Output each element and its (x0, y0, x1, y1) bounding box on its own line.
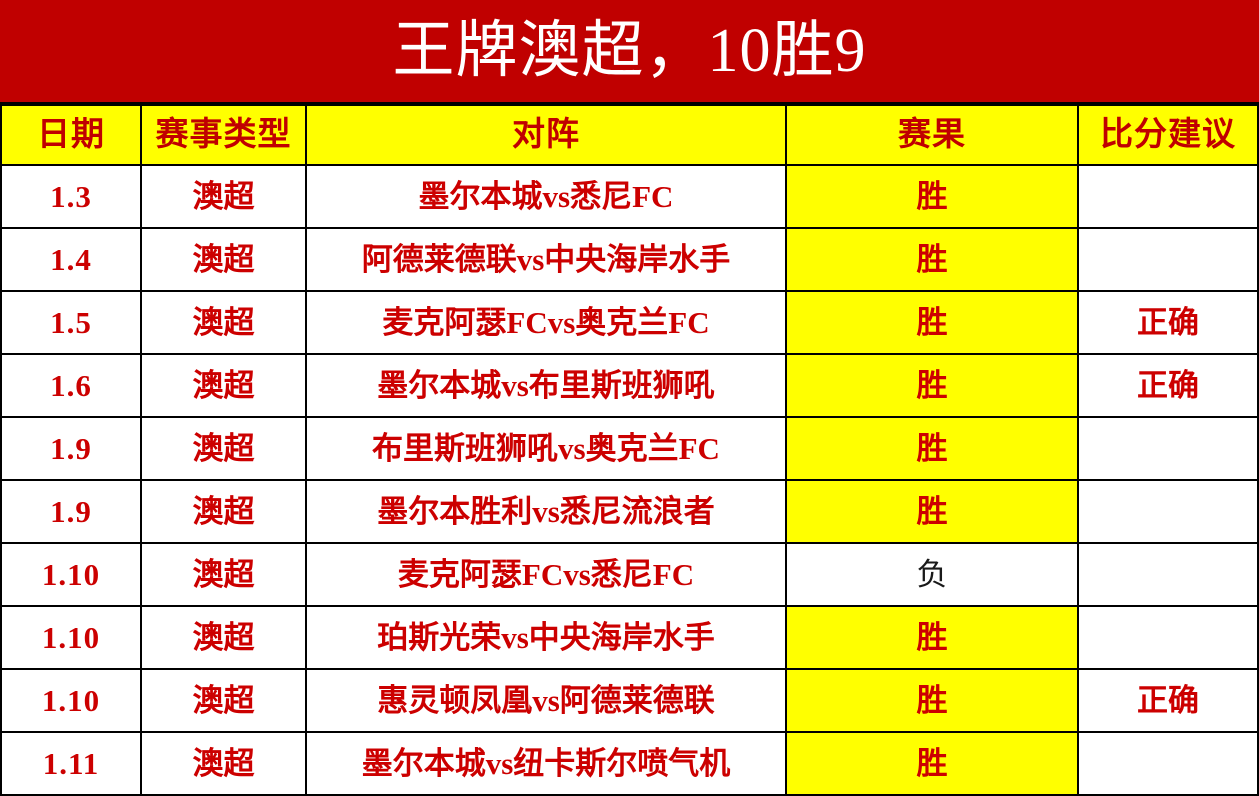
table-row: 1.5 澳超 麦克阿瑟FCvs奥克兰FC 胜正确 (0, 290, 1259, 355)
header-row: 日期 赛事类型 对阵 赛果 比分建议 (0, 104, 1259, 166)
cell-matchup: 珀斯光荣vs中央海岸水手 (305, 605, 787, 670)
cell-result: 胜 (785, 605, 1079, 670)
cell-competition-type: 澳超 (140, 668, 307, 733)
cell-score-advice (1077, 605, 1259, 670)
column-header-date: 日期 (0, 104, 142, 166)
cell-date: 1.10 (0, 605, 142, 670)
table-row: 1.9 澳超 墨尔本胜利vs悉尼流浪者胜 (0, 479, 1259, 544)
cell-date: 1.5 (0, 290, 142, 355)
cell-date: 1.3 (0, 164, 142, 229)
column-header-type: 赛事类型 (140, 104, 307, 166)
cell-score-advice (1077, 416, 1259, 481)
cell-score-advice: 正确 (1077, 353, 1259, 418)
cell-matchup: 墨尔本城vs悉尼FC (305, 164, 787, 229)
cell-competition-type: 澳超 (140, 290, 307, 355)
cell-matchup: 惠灵顿凤凰vs阿德莱德联 (305, 668, 787, 733)
cell-date: 1.9 (0, 479, 142, 544)
cell-date: 1.11 (0, 731, 142, 796)
cell-matchup: 墨尔本胜利vs悉尼流浪者 (305, 479, 787, 544)
title-banner: 王牌澳超，10胜9 (0, 0, 1259, 104)
table-body: 1.3 澳超 墨尔本城vs悉尼FC 胜 1.4 澳超 阿德莱德联vs中央海岸水手胜 1.5 澳超… (0, 164, 1259, 796)
cell-date: 1.10 (0, 668, 142, 733)
cell-result: 负 (785, 542, 1079, 607)
cell-date: 1.10 (0, 542, 142, 607)
cell-score-advice: 正确 (1077, 668, 1259, 733)
cell-result: 胜 (785, 731, 1079, 796)
cell-competition-type: 澳超 (140, 731, 307, 796)
table-row: 1.10 澳超 惠灵顿凤凰vs阿德莱德联胜正确 (0, 668, 1259, 733)
table-row: 1.3 澳超 墨尔本城vs悉尼FC 胜 (0, 164, 1259, 229)
match-results-table: 日期 赛事类型 对阵 赛果 比分建议 1.3 澳超 墨尔本城vs悉尼FC 胜 1.4 澳超… (0, 104, 1259, 796)
cell-date: 1.4 (0, 227, 142, 292)
cell-matchup: 阿德莱德联vs中央海岸水手 (305, 227, 787, 292)
cell-competition-type: 澳超 (140, 227, 307, 292)
cell-result: 胜 (785, 353, 1079, 418)
column-header-match: 对阵 (305, 104, 787, 166)
cell-result: 胜 (785, 416, 1079, 481)
cell-score-advice: 正确 (1077, 290, 1259, 355)
cell-score-advice (1077, 731, 1259, 796)
cell-date: 1.9 (0, 416, 142, 481)
cell-matchup: 麦克阿瑟FCvs奥克兰FC (305, 290, 787, 355)
column-header-result: 赛果 (785, 104, 1079, 166)
table-row: 1.10 澳超 珀斯光荣vs中央海岸水手胜 (0, 605, 1259, 670)
cell-matchup: 墨尔本城vs纽卡斯尔喷气机 (305, 731, 787, 796)
page-title: 王牌澳超，10胜9 (392, 17, 867, 85)
table-row: 1.11 澳超 墨尔本城vs纽卡斯尔喷气机胜 (0, 731, 1259, 796)
cell-competition-type: 澳超 (140, 164, 307, 229)
cell-score-advice (1077, 479, 1259, 544)
cell-competition-type: 澳超 (140, 353, 307, 418)
cell-competition-type: 澳超 (140, 605, 307, 670)
cell-result: 胜 (785, 668, 1079, 733)
cell-result: 胜 (785, 227, 1079, 292)
table-row: 1.10 澳超 麦克阿瑟FCvs悉尼FC 负 (0, 542, 1259, 607)
cell-result: 胜 (785, 164, 1079, 229)
cell-competition-type: 澳超 (140, 542, 307, 607)
table-row: 1.6 澳超 墨尔本城vs布里斯班狮吼胜正确 (0, 353, 1259, 418)
cell-competition-type: 澳超 (140, 479, 307, 544)
cell-score-advice (1077, 164, 1259, 229)
table-header: 日期 赛事类型 对阵 赛果 比分建议 (0, 104, 1259, 166)
table-row: 1.4 澳超 阿德莱德联vs中央海岸水手胜 (0, 227, 1259, 292)
cell-matchup: 墨尔本城vs布里斯班狮吼 (305, 353, 787, 418)
cell-result: 胜 (785, 290, 1079, 355)
column-header-score: 比分建议 (1077, 104, 1259, 166)
cell-result: 胜 (785, 479, 1079, 544)
table-row: 1.9 澳超 布里斯班狮吼vs奥克兰FC 胜 (0, 416, 1259, 481)
cell-matchup: 布里斯班狮吼vs奥克兰FC (305, 416, 787, 481)
cell-score-advice (1077, 542, 1259, 607)
cell-date: 1.6 (0, 353, 142, 418)
cell-competition-type: 澳超 (140, 416, 307, 481)
cell-score-advice (1077, 227, 1259, 292)
cell-matchup: 麦克阿瑟FCvs悉尼FC (305, 542, 787, 607)
